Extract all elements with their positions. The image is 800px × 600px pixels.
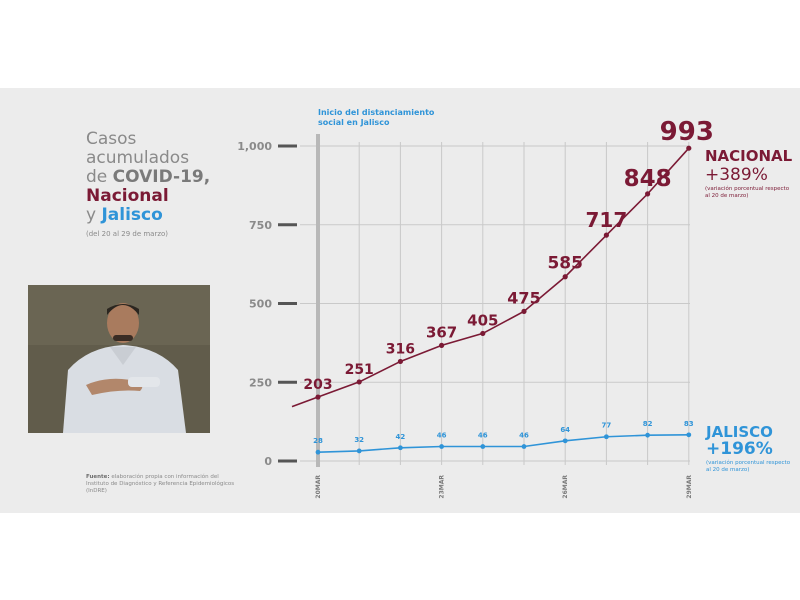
x-tick-label: 23MAR xyxy=(439,475,446,499)
jalisco-percent-change: +196% xyxy=(706,439,773,459)
x-tick-label: 26MAR xyxy=(562,475,569,499)
nacional-data-label: 848 xyxy=(624,166,672,192)
nacional-point xyxy=(562,274,568,280)
title-line3: de COVID-19, xyxy=(86,168,236,187)
nacional-data-label: 475 xyxy=(507,288,540,307)
jalisco-point xyxy=(604,434,609,440)
y-tick-label: 1,000 xyxy=(237,140,272,153)
jalisco-point xyxy=(356,448,362,454)
jalisco-series-line xyxy=(317,434,689,453)
title-line4: Nacional xyxy=(86,187,236,206)
nacional-data-label: 367 xyxy=(426,323,457,341)
nacional-point xyxy=(480,330,486,337)
nacional-data-label: 316 xyxy=(386,341,415,357)
title-line1: Casos xyxy=(86,129,137,149)
nacional-point xyxy=(686,145,692,151)
nacional-point xyxy=(645,191,651,197)
nacional-point xyxy=(315,394,321,400)
nacional-data-label: 585 xyxy=(547,254,583,274)
title-jalisco: Jalisco xyxy=(101,205,163,225)
title-line3-prefix: de xyxy=(86,167,113,187)
jalisco-data-label: 64 xyxy=(560,426,570,434)
source-note: Fuente: elaboración propia con informaci… xyxy=(86,474,236,495)
nacional-percent-change: +389% xyxy=(705,165,768,185)
title-y: y xyxy=(86,205,102,225)
jalisco-data-label: 46 xyxy=(437,432,447,440)
jalisco-data-label: 82 xyxy=(643,420,653,428)
title-nacional: Nacional xyxy=(86,186,169,206)
video-person-image xyxy=(28,285,210,433)
jalisco-point xyxy=(562,438,568,444)
jalisco-data-label: 46 xyxy=(519,432,529,440)
nacional-data-label: 203 xyxy=(303,377,332,393)
title-line2: acumulados xyxy=(86,148,190,168)
y-tick-label: 0 xyxy=(264,455,272,468)
jalisco-point xyxy=(480,444,486,449)
nacional-data-label: 717 xyxy=(586,208,628,232)
nacional-point xyxy=(521,308,527,314)
source-text: elaboración propia con información del I… xyxy=(86,474,235,494)
jalisco-data-label: 46 xyxy=(478,432,488,440)
y-tick-label: 500 xyxy=(249,298,272,311)
nacional-percent-note: (variación porcentual respecto al 20 de … xyxy=(705,186,790,199)
chart-subtitle: (del 20 al 29 de marzo) xyxy=(86,230,169,238)
nacional-data-label: 251 xyxy=(345,362,374,378)
nacional-series-label: NACIONAL xyxy=(705,147,793,165)
nacional-point xyxy=(603,232,610,238)
jalisco-point xyxy=(645,432,650,438)
nacional-point xyxy=(356,379,362,385)
jalisco-data-label: 77 xyxy=(602,422,612,430)
y-tick-label: 250 xyxy=(249,376,272,389)
jalisco-point xyxy=(521,444,527,449)
jalisco-data-label: 83 xyxy=(684,420,694,428)
x-tick-label: 29MAR xyxy=(686,475,693,499)
nacional-data-label: 405 xyxy=(467,311,498,329)
nacional-data-label: 993 xyxy=(660,117,714,147)
video-inset xyxy=(28,285,210,433)
chart-title: Casos acumulados de COVID-19, Nacional y… xyxy=(86,130,236,225)
jalisco-data-label: 42 xyxy=(396,433,406,441)
source-label: Fuente: xyxy=(86,474,110,480)
jalisco-point xyxy=(315,449,321,455)
nacional-point xyxy=(439,342,445,348)
jalisco-series-label: JALISCO xyxy=(706,423,773,441)
title-covid: COVID-19, xyxy=(112,167,211,187)
jalisco-data-label: 32 xyxy=(354,436,364,444)
y-tick-label: 750 xyxy=(249,219,272,232)
social-distancing-annotation: Inicio del distanciamiento social en Jal… xyxy=(318,108,435,127)
jalisco-data-label: 28 xyxy=(313,437,323,445)
jalisco-percent-note: (variación porcentual respecto al 20 de … xyxy=(706,460,791,473)
jalisco-point xyxy=(439,444,444,449)
nacional-point xyxy=(397,358,403,365)
title-line5: y Jalisco xyxy=(86,206,236,225)
jalisco-point xyxy=(398,445,403,451)
x-tick-label: 20MAR xyxy=(315,475,322,499)
jalisco-point xyxy=(686,432,692,438)
